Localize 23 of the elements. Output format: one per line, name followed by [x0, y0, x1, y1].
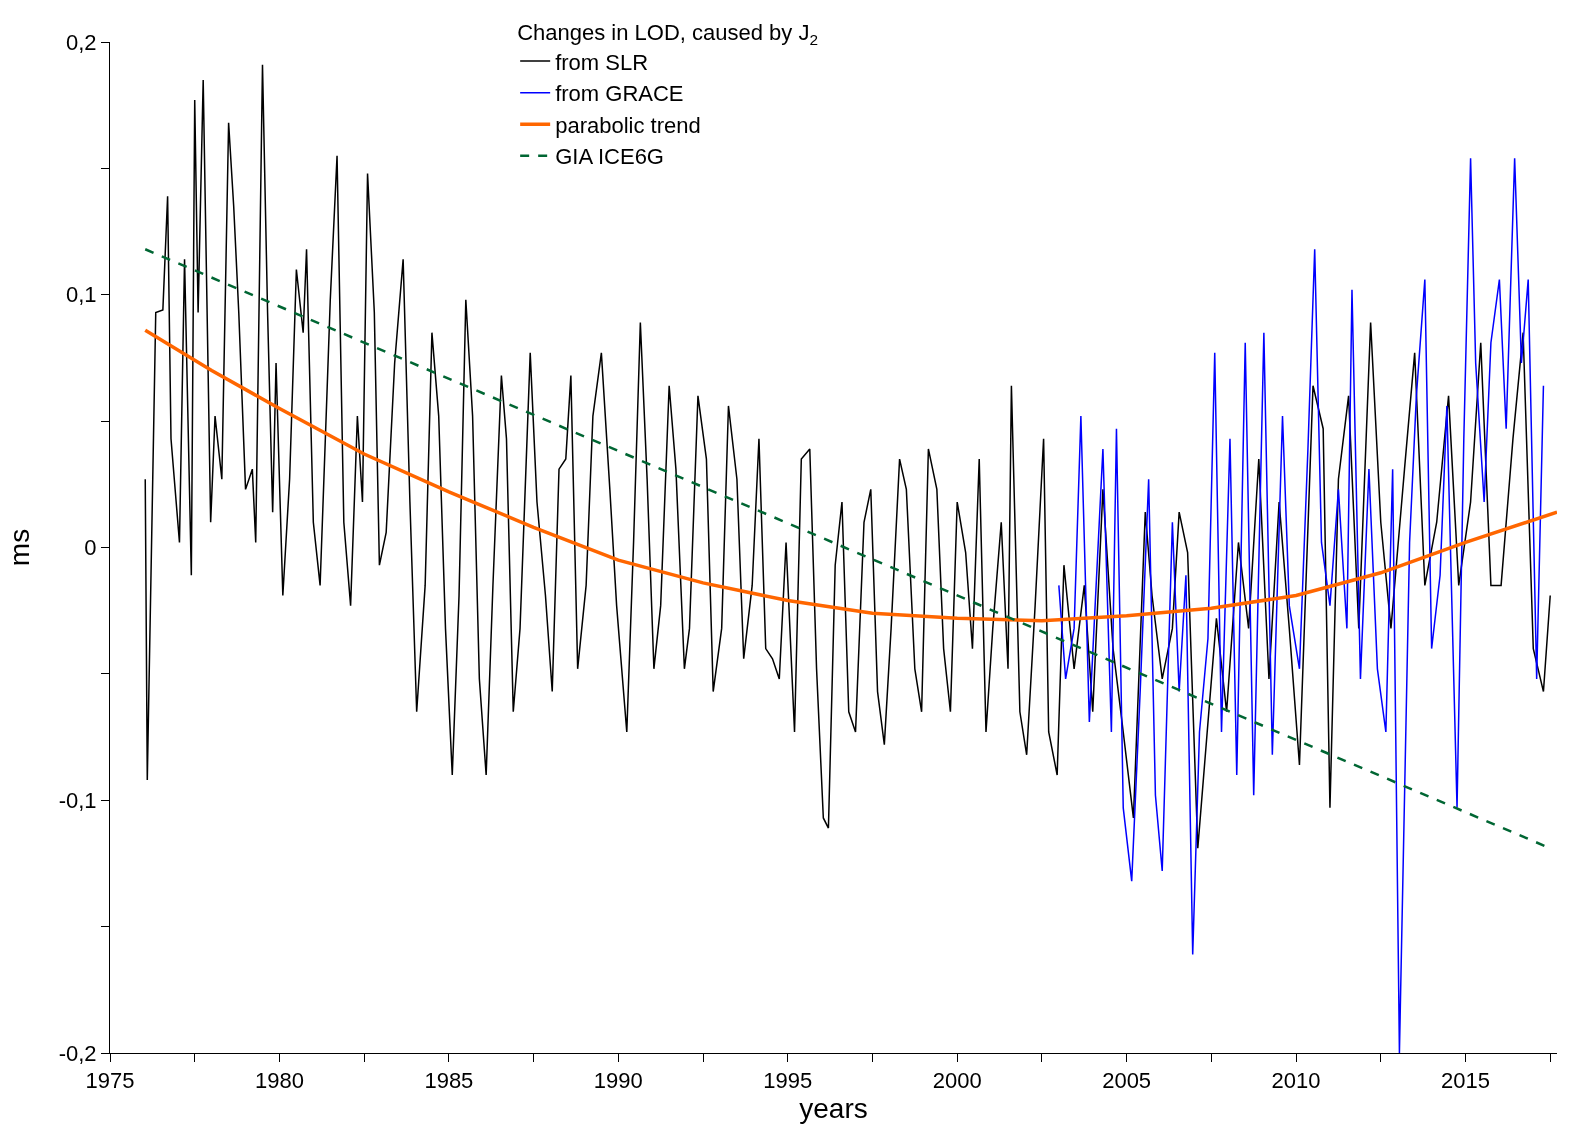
legend-label: from GRACE	[555, 81, 684, 107]
legend-label: parabolic trend	[555, 112, 701, 138]
x-tick-label: 1995	[763, 1068, 813, 1094]
y-tick-label: -0,2	[58, 1040, 97, 1066]
line-series	[1058, 157, 1545, 1053]
y-axis-title: ms	[4, 528, 36, 567]
x-axis-title: years	[799, 1093, 868, 1125]
x-tick-label: 2000	[932, 1068, 982, 1094]
x-tick-label: 2005	[1102, 1068, 1152, 1094]
x-tick-label: 1975	[85, 1068, 135, 1094]
y-tick-label: 0,2	[66, 29, 97, 55]
y-tick-label: 0,1	[66, 282, 97, 308]
x-tick-label: 2015	[1441, 1068, 1490, 1094]
x-tick-label: 2010	[1271, 1068, 1321, 1094]
x-tick-label: 1985	[424, 1068, 474, 1094]
x-tick-label: 1980	[254, 1068, 304, 1094]
y-tick-label: 0	[84, 535, 97, 561]
x-tick-label: 1990	[593, 1068, 643, 1094]
legend-title: Changes in LOD, caused by J$_{2}$	[517, 20, 818, 48]
legend-label: GIA ICE6G	[555, 144, 664, 170]
y-tick-label: -0,1	[58, 787, 97, 813]
legend-label: from SLR	[555, 49, 649, 75]
line-series	[143, 328, 1557, 623]
